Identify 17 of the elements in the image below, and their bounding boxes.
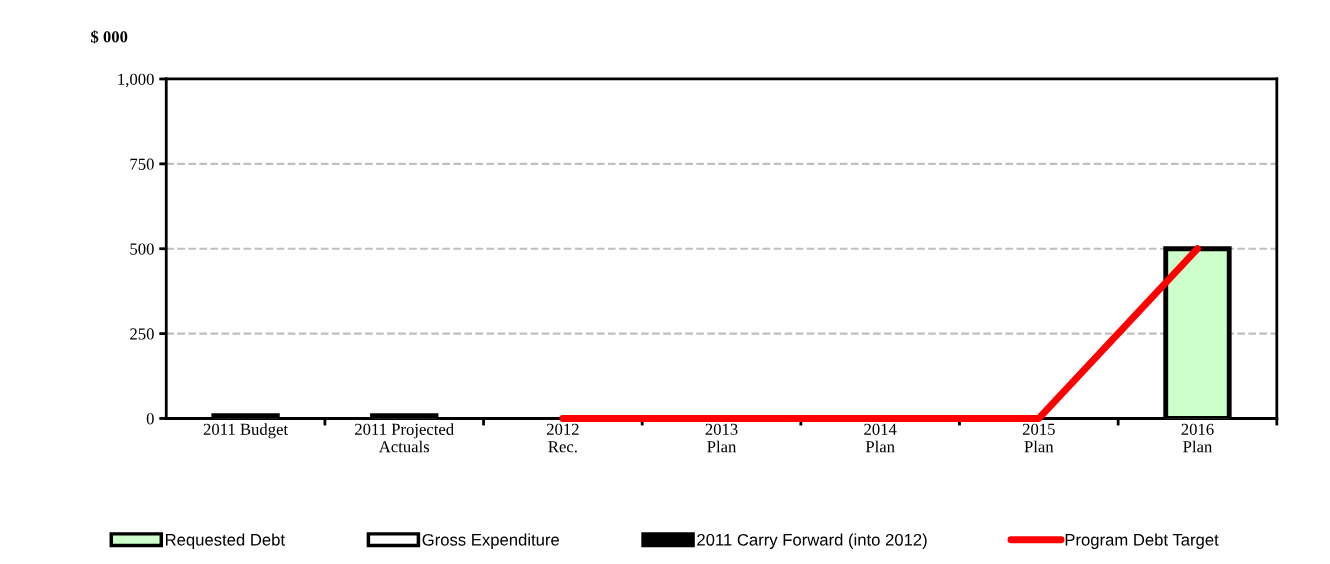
y-tick-label: 250 <box>130 328 154 340</box>
legend-label: 2011 Carry Forward (into 2012) <box>697 533 927 549</box>
x-tick-label: 2011 Budget <box>203 423 288 439</box>
legend-label: Program Debt Target <box>1065 533 1219 549</box>
y-tick-label: 0 <box>146 413 154 425</box>
x-tick-label: 2013 Plan <box>705 423 738 453</box>
x-tick-label: 2011 Projected Actuals <box>355 423 454 453</box>
x-tick-label: 2012 Rec. <box>546 423 579 453</box>
legend-label: Gross Expenditure <box>422 533 560 549</box>
y-tick-label: 1,000 <box>118 73 154 88</box>
y-tick-label: 500 <box>130 243 154 255</box>
legend-label: Requested Debt <box>165 533 285 549</box>
y-axis-title: $ 000 <box>91 30 128 44</box>
x-tick-label: 2014 Plan <box>864 423 897 453</box>
x-tick-label: 2015 Plan <box>1022 423 1055 453</box>
x-tick-label: 2016 Plan <box>1181 423 1214 453</box>
y-tick-label: 750 <box>130 158 154 170</box>
